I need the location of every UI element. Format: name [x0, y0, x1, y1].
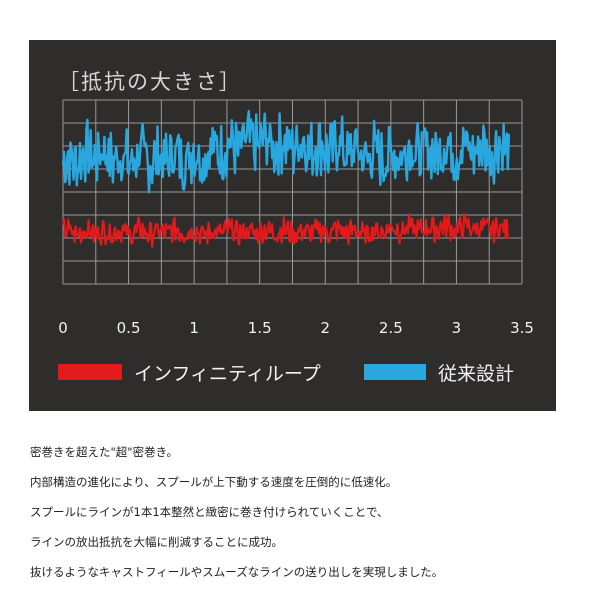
- x-axis-ticks: 0 0.5 1 1.5 2 2.5 3 3.5: [58, 319, 534, 337]
- x-tick-label: 1: [189, 319, 199, 337]
- chart-plot: 0 0.5 1 1.5 2 2.5 3 3.5: [58, 99, 534, 337]
- x-tick-label: 3.5: [510, 319, 534, 337]
- legend-swatch-red: [58, 364, 122, 380]
- series-layer: [61, 109, 511, 248]
- x-tick-label: 0.5: [117, 319, 141, 337]
- x-tick-label: 0: [58, 319, 68, 337]
- legend-item-conventional: 従来設計: [364, 358, 514, 386]
- legend-label-conventional: 従来設計: [438, 362, 515, 385]
- x-tick-label: 1.5: [248, 319, 272, 337]
- description-line: 密巻きを超えた"超"密巻き。: [30, 445, 179, 459]
- description-line: 内部構造の進化により、スプールが上下動する速度を圧倒的に低速化。: [30, 475, 398, 489]
- description-line: 抜けるようなキャストフィールやスムーズなラインの送り出しを実現しました。: [30, 565, 444, 579]
- description: 密巻きを超えた"超"密巻き。 内部構造の進化により、スプールが上下動する速度を圧…: [30, 443, 575, 593]
- series-line-conventional: [61, 109, 511, 194]
- x-tick-label: 3: [452, 319, 462, 337]
- x-tick-label: 2.5: [379, 319, 403, 337]
- legend-swatch-blue: [364, 364, 426, 380]
- series-line-infinity-loop: [61, 213, 510, 248]
- legend-label-infinity-loop: インフィニティループ: [134, 362, 321, 385]
- chart-title: ［抵抗の大きさ］: [58, 70, 242, 94]
- x-tick-label: 2: [321, 319, 331, 337]
- description-line: スプールにラインが1本1本整然と緻密に巻き付けられていくことで、: [30, 505, 389, 519]
- description-line: ラインの放出抵抗を大幅に削減することに成功。: [30, 535, 283, 549]
- legend-item-infinity-loop: インフィニティループ: [58, 358, 321, 386]
- plot-grid: [62, 99, 523, 285]
